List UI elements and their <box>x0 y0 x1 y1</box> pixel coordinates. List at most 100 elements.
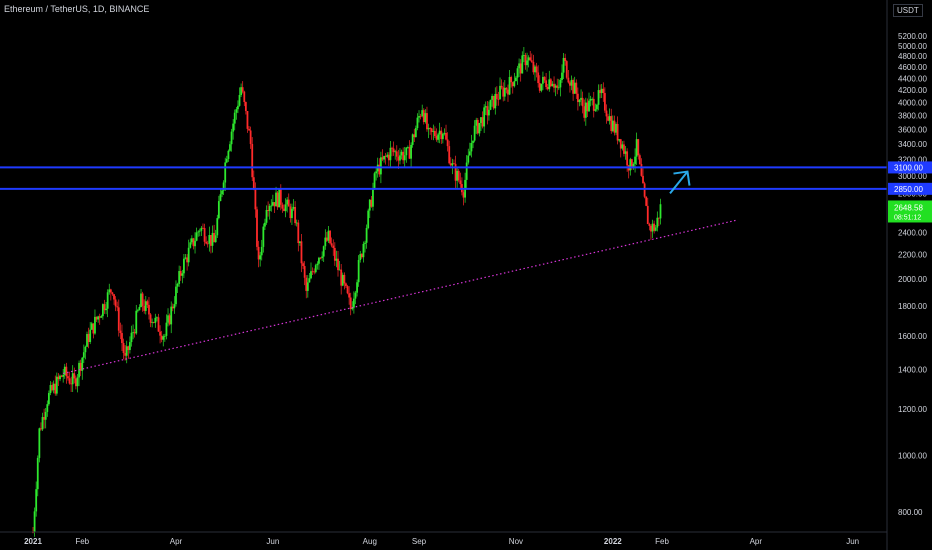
candle-down <box>203 228 206 242</box>
candle-down <box>653 223 656 231</box>
candle-down <box>583 106 586 118</box>
candle-up <box>542 76 544 84</box>
candle-up <box>187 247 190 263</box>
candle-down <box>640 164 643 176</box>
candle-down <box>210 235 212 246</box>
candle-down <box>337 258 339 271</box>
candle-up <box>484 106 487 108</box>
candle-down <box>378 164 381 175</box>
candle-up <box>379 157 382 175</box>
currency-button[interactable]: USDT <box>893 4 923 17</box>
candle-up <box>562 57 565 73</box>
candle-up <box>270 205 273 207</box>
candle-down <box>152 322 155 323</box>
candle-up <box>259 255 262 260</box>
candle-up <box>634 156 636 164</box>
price-tick-label: 1000.00 <box>898 451 927 460</box>
candle-down <box>333 247 336 261</box>
candle-up <box>178 271 181 284</box>
candle-up <box>362 243 365 258</box>
candle-down <box>303 266 306 278</box>
candle-series <box>32 47 662 537</box>
time-tick-label: Jun <box>846 537 859 546</box>
candle-up <box>135 310 138 334</box>
candle-up <box>522 55 525 56</box>
candle-up <box>489 99 492 110</box>
candle-down <box>273 202 276 207</box>
candle-down <box>395 151 398 157</box>
last-price-label: 2648.58 <box>894 203 923 212</box>
candle-down <box>79 362 82 371</box>
candle-down <box>610 116 613 132</box>
candle-down <box>92 323 95 334</box>
candle-down <box>500 85 503 88</box>
candle-down <box>205 241 208 244</box>
candle-down <box>435 136 438 140</box>
candle-down <box>543 76 546 81</box>
candle-up <box>418 116 420 118</box>
time-tick-label: Apr <box>750 537 763 546</box>
candle-up <box>44 411 47 420</box>
candle-down <box>168 315 171 325</box>
candle-up <box>229 144 231 151</box>
time-tick-label: Apr <box>170 537 183 546</box>
candle-down <box>313 271 316 273</box>
candle-down <box>283 208 285 212</box>
time-tick-label: Aug <box>363 537 377 546</box>
candle-up <box>451 163 454 166</box>
candle-down <box>446 139 449 147</box>
candle-up <box>394 151 397 153</box>
candle-up <box>635 139 638 157</box>
candle-down <box>349 297 352 310</box>
candle-up <box>554 85 557 88</box>
candle-down <box>213 232 215 243</box>
price-tick-label: 2400.00 <box>898 229 927 238</box>
price-tick-label: 3000.00 <box>898 172 927 181</box>
candle-up <box>473 125 476 141</box>
candle-down <box>251 143 254 178</box>
price-axis-labels: 3100.00 2850.00 2648.58 08:51:12 <box>888 161 932 223</box>
candle-up <box>364 242 366 244</box>
candle-up <box>341 274 344 286</box>
candle-up <box>227 150 230 159</box>
candle-down <box>565 61 568 78</box>
candle-up <box>225 158 228 163</box>
candle-down <box>535 66 538 73</box>
candle-down <box>511 82 514 87</box>
candle-up <box>167 315 169 323</box>
candle-up <box>513 81 516 87</box>
candle-down <box>453 163 455 165</box>
candle-down <box>619 139 622 149</box>
candle-down <box>408 147 411 159</box>
candle-up <box>176 283 179 287</box>
candle-down <box>637 139 640 156</box>
candle-down <box>65 366 68 377</box>
candle-up <box>271 202 274 206</box>
price-tick-label: 2200.00 <box>898 251 927 260</box>
candle-down <box>387 154 390 161</box>
symbol-title: Ethereum / TetherUS, 1D, BINANCE <box>4 4 150 14</box>
candle-up <box>33 511 36 533</box>
time-tick-label: Jun <box>266 537 279 546</box>
candle-up <box>559 79 562 88</box>
candle-down <box>70 383 73 385</box>
candle-up <box>578 99 581 103</box>
candle-up <box>101 304 104 317</box>
candle-down <box>430 128 433 132</box>
candle-up <box>521 55 524 74</box>
candle-up <box>173 304 176 309</box>
candle-up <box>405 147 408 156</box>
candle-down <box>276 192 279 208</box>
candle-down <box>141 293 144 306</box>
price-tick-label: 4800.00 <box>898 52 927 61</box>
candle-up <box>580 97 582 100</box>
candle-up <box>170 306 173 325</box>
candle-down <box>248 128 250 131</box>
candle-up <box>534 66 536 73</box>
time-axis[interactable]: 2021 Feb Apr Jun Aug Sep Nov 2022 Feb Apr Jun <box>24 537 859 546</box>
candle-up <box>467 155 470 163</box>
candle-down <box>244 102 247 111</box>
candle-down <box>325 237 328 241</box>
price-tick-label: 1400.00 <box>898 366 927 375</box>
